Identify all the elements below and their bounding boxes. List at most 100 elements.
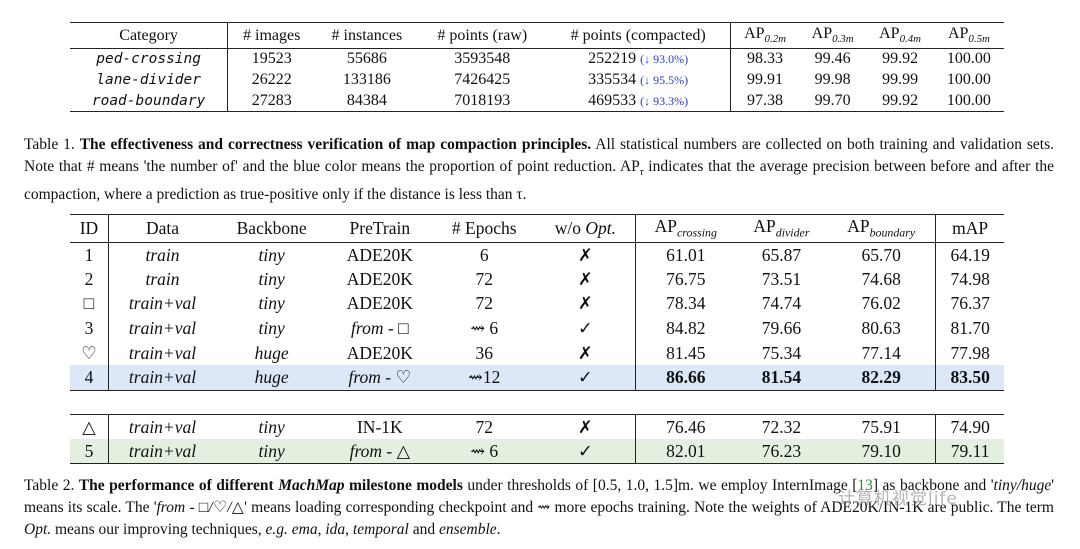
t2-data: train+val	[107, 439, 217, 465]
t2-ap: 76.46	[634, 414, 736, 440]
t2-ap: 77.14	[861, 342, 901, 363]
t2-map: 74.90	[935, 414, 1004, 440]
table-row: road-boundary 27283 84384 7018193 469533…	[70, 90, 1004, 112]
t1-images: 27283	[227, 90, 316, 112]
t2-data: train+val	[107, 291, 217, 317]
t2-header-data: Data	[107, 214, 217, 243]
t2-data: train+val	[107, 414, 217, 440]
t2-ap: 72.32	[735, 414, 828, 440]
t2-id: 5	[70, 439, 109, 465]
caption-1-title: The effectiveness and correctness verifi…	[79, 136, 592, 153]
t2-header-epochs: # Epochs	[432, 214, 536, 243]
t2-epochs: 72	[432, 414, 536, 440]
t2-opt-mark: ✓	[577, 318, 593, 339]
t1-category: road-boundary	[70, 90, 228, 112]
t2-id: 1	[84, 244, 94, 265]
t2-epochs: ⇝12	[432, 365, 536, 391]
table2-header: ID Data Backbone PreTrain # Epochs w/o O…	[70, 214, 1004, 243]
t2-ap: 74.68	[861, 268, 901, 289]
t2-header-backbone: Backbone	[216, 214, 328, 243]
t1-ap: 100.00	[946, 71, 991, 88]
t1-compacted: 469533 (↓ 93.3%)	[546, 90, 731, 112]
t2-header-map: mAP	[935, 214, 1004, 243]
caption-1-text-2: indicates that the average precision bet…	[24, 158, 1055, 204]
t2-opt-mark: ✗	[577, 342, 593, 363]
t2-id: 4	[70, 365, 109, 391]
t2-backbone: tiny	[258, 318, 285, 339]
t2-backbone: tiny	[216, 439, 328, 465]
t2-id: 2	[84, 268, 94, 289]
t1-category: ped-crossing	[96, 51, 201, 68]
t2-ap: 76.23	[735, 439, 828, 465]
t2-pretrain: ADE20K	[346, 342, 413, 363]
t2-opt-mark: ✗	[577, 268, 593, 289]
t2-ap: 61.01	[634, 242, 736, 268]
t2-backbone: huge	[216, 365, 328, 391]
t2-ap: 81.45	[634, 340, 736, 366]
t2-ap: 75.91	[827, 414, 936, 440]
t2-backbone: huge	[254, 342, 289, 363]
table-2-caption: Table 2. The performance of different Ma…	[24, 475, 1054, 541]
t2-opt-mark: ✗	[577, 293, 593, 314]
t2-id: 3	[84, 318, 94, 339]
t2-opt-mark: ✗	[577, 244, 593, 265]
citation-link[interactable]: 13	[857, 477, 873, 494]
t2-ap: 81.54	[735, 365, 828, 391]
caption-2-italic: temporal	[352, 521, 409, 538]
t2-epochs: 36	[475, 342, 494, 363]
t1-ap: 99.92	[866, 90, 934, 112]
table-2: ID Data Backbone PreTrain # Epochs w/o O…	[70, 214, 1004, 465]
t1-ap: 100.00	[933, 90, 1004, 112]
table-1: Category # images # instances # points (…	[70, 22, 1004, 112]
t2-ap: 82.01	[634, 439, 736, 465]
t2-header-ap-crossing: APcrossing	[634, 214, 736, 243]
t1-ap: 99.91	[730, 69, 799, 91]
table-row: △ train+val tiny IN-1K 72 ✗ 76.46 72.32 …	[70, 414, 1004, 440]
caption-2-italic: Opt.	[24, 521, 52, 538]
t2-header-pretrain: PreTrain	[327, 214, 433, 243]
t1-raw: 3593548	[454, 50, 511, 68]
caption-2-prefix: Table 2.	[24, 477, 75, 494]
t2-map: 64.19	[935, 242, 1004, 268]
t2-ap: 78.34	[634, 291, 736, 317]
t1-ap: 99.46	[814, 50, 851, 68]
caption-2-text: and	[412, 521, 436, 538]
reduction-label: (↓ 93.0%)	[640, 52, 689, 67]
t2-map: 83.50	[935, 365, 1004, 391]
t2-id: ♡	[81, 342, 97, 363]
t1-header-images: # images	[227, 22, 316, 49]
table-row: lane-divider 26222 133186 7426425 335534…	[70, 69, 1004, 91]
t1-ap: 97.38	[730, 90, 799, 112]
caption-2-italic: ensemble	[439, 521, 497, 538]
table-1-caption: Table 1. The effectiveness and correctne…	[24, 134, 1054, 206]
caption-2-italic: tiny/huge	[993, 477, 1052, 494]
t1-category: lane-divider	[96, 72, 201, 88]
t1-header-compacted: # points (compacted)	[546, 22, 731, 49]
t2-data: train+val	[107, 316, 217, 341]
t1-instances: 84384	[315, 90, 419, 112]
caption-1-tau: τ	[639, 167, 644, 179]
t2-map: 81.70	[935, 316, 1004, 341]
caption-2-text: ' means loading corresponding checkpoint…	[244, 499, 1054, 516]
t2-header-opt: w/o Opt.	[535, 214, 636, 243]
table-row: 1 train tiny ADE20K 6 ✗ 61.01 65.87 65.7…	[70, 242, 1004, 268]
t2-opt-mark: ✓	[535, 439, 636, 465]
caption-2-italic: from - □/♡/△	[156, 499, 245, 516]
t2-ap: 65.87	[761, 244, 802, 265]
t2-epochs: 72	[475, 293, 494, 314]
caption-2-text: ,	[317, 521, 322, 538]
t2-ap: 84.82	[634, 316, 736, 341]
caption-2-text: means our improving techniques,	[55, 521, 262, 538]
caption-2-text: under thresholds of [0.5, 1.0, 1.5]m. we…	[467, 477, 858, 494]
t2-id: △	[70, 414, 109, 440]
t2-map: 77.98	[935, 340, 1004, 366]
t2-pretrain: from - △	[327, 439, 433, 465]
t2-data: train+val	[107, 365, 217, 391]
reduction-label: (↓ 93.3%)	[640, 93, 689, 108]
caption-2-italic: ida	[325, 521, 346, 538]
table-row: 2 train tiny ADE20K 72 ✗ 76.75 73.51 74.…	[70, 267, 1004, 292]
caption-2-text: .	[496, 521, 501, 538]
t1-images: 19523	[227, 48, 316, 70]
t1-header-ap-2: AP0.4m	[866, 22, 934, 49]
t2-ap: 74.74	[761, 293, 802, 314]
